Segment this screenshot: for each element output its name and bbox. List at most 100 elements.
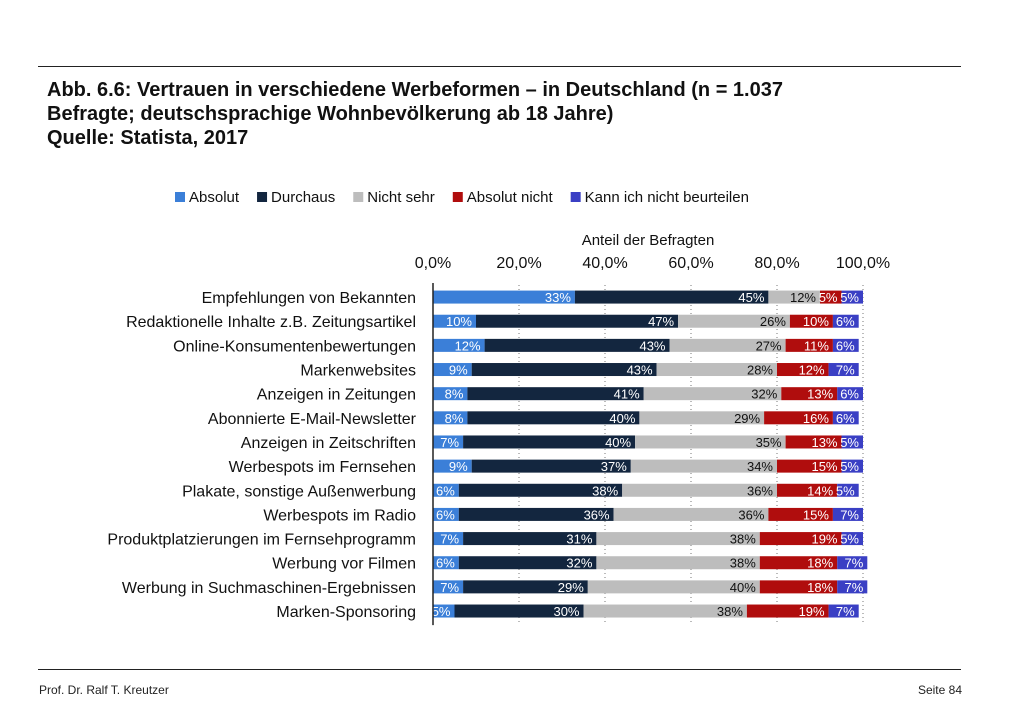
data-label: 6% (436, 507, 455, 522)
data-label: 7% (440, 580, 459, 595)
bar-segment-absolut (433, 483, 459, 497)
bar-segment-kann-ich-nicht-beurteilen (841, 532, 863, 546)
bar-segment-absolut (433, 363, 472, 377)
bar-segment-nicht-sehr (613, 507, 769, 521)
category-label: Produktplatzierungen im Fernsehprogramm (107, 532, 416, 549)
data-label: 11% (804, 338, 829, 353)
bar-segment-absolut (433, 459, 472, 473)
bar-segment-absolut-nicht (820, 290, 842, 304)
bar-row-werbespots-im-fernsehen: Werbespots im Fernsehen 9% 37% 34% 15% 5% (229, 459, 863, 476)
data-label: 45% (738, 290, 764, 305)
data-label: 32% (566, 556, 592, 571)
legend-item-absolut: Absolut (175, 189, 240, 206)
category-label: Abonnierte E-Mail-Newsletter (208, 411, 417, 428)
bar-row-werbung-in-suchmaschinen-ergebnissen: Werbung in Suchmaschinen-Ergebnissen 7% 29… (122, 580, 868, 597)
data-label: 36% (747, 483, 773, 498)
data-label: 38% (730, 556, 756, 571)
bar-segment-nicht-sehr (669, 338, 786, 352)
bar-segment-kann-ich-nicht-beurteilen (832, 507, 863, 521)
bar-segment-kann-ich-nicht-beurteilen (832, 411, 859, 425)
bar-segment-absolut (433, 314, 476, 328)
data-label: 6% (836, 314, 855, 329)
data-label: 47% (648, 314, 674, 329)
category-label: Markenwebsites (300, 363, 416, 380)
x-tick-label: 40,0% (582, 255, 627, 272)
bar-segment-kann-ich-nicht-beurteilen (837, 483, 859, 497)
bar-row-online-konsumentenbewertungen: Online-Konsumentenbewertungen 12% 43% 27% 11… (173, 338, 859, 355)
legend: Absolut Durchaus Nicht sehr Absolut nicht Ka… (175, 189, 749, 206)
bar-segment-durchaus (476, 314, 679, 328)
data-label: 5% (840, 459, 859, 474)
x-tick-label: 100,0% (836, 255, 890, 272)
bar-segment-absolut (433, 604, 455, 618)
data-label: 9% (449, 363, 468, 378)
bar-segment-durchaus (458, 507, 614, 521)
data-label: 34% (747, 459, 773, 474)
data-label: 8% (445, 411, 464, 426)
legend-label: Kann ich nicht beurteilen (585, 189, 749, 206)
data-label: 26% (760, 314, 786, 329)
legend-item-absolut-nicht: Absolut nicht (452, 189, 554, 206)
bar-segment-nicht-sehr (587, 580, 760, 594)
bar-segment-nicht-sehr (639, 411, 765, 425)
legend-label: Absolut nicht (467, 189, 554, 206)
bar-segment-durchaus (467, 411, 640, 425)
bar-segment-kann-ich-nicht-beurteilen (837, 556, 868, 570)
data-label: 36% (738, 507, 764, 522)
bar-segment-kann-ich-nicht-beurteilen (841, 290, 863, 304)
data-label: 6% (436, 483, 455, 498)
bar-segment-kann-ich-nicht-beurteilen (828, 363, 859, 377)
bar-segment-absolut-nicht (781, 387, 838, 401)
data-label: 41% (614, 387, 640, 402)
category-label: Werbespots im Fernsehen (229, 459, 416, 476)
bar-segment-nicht-sehr (635, 435, 786, 449)
data-label: 6% (840, 387, 859, 402)
data-label: 5% (840, 290, 859, 305)
bar-segment-absolut (433, 338, 485, 352)
footer-page-number: Seite 84 (917, 683, 962, 697)
bar-segment-absolut-nicht (789, 314, 833, 328)
bar-segment-absolut (433, 532, 464, 546)
bar-segment-durchaus (463, 532, 597, 546)
bottom-rule (38, 669, 961, 670)
bar-segment-absolut-nicht (746, 604, 829, 618)
bar-segment-absolut (433, 387, 468, 401)
data-label: 6% (836, 338, 855, 353)
bar-segment-absolut-nicht (777, 459, 842, 473)
category-label: Anzeigen in Zeitschriften (241, 435, 416, 452)
bar-segment-kann-ich-nicht-beurteilen (832, 338, 859, 352)
data-label: 27% (756, 338, 782, 353)
bar-segment-nicht-sehr (630, 459, 777, 473)
bar-segment-durchaus (467, 387, 644, 401)
bar-segment-absolut (433, 435, 464, 449)
legend-item-durchaus: Durchaus (257, 189, 335, 206)
data-label: 7% (440, 532, 459, 547)
data-label: 9% (449, 459, 468, 474)
legend-swatch (353, 192, 364, 202)
legend-swatch (257, 192, 268, 202)
title-line-1: Abb. 6.6: Vertrauen in verschiedene Werb… (47, 79, 783, 101)
bar-segment-absolut (433, 411, 468, 425)
bar-segment-absolut-nicht (768, 507, 833, 521)
bar-row-abonnierte-e-mail-newsletter: Abonnierte E-Mail-Newsletter 8% 40% 29% 16% 6… (208, 411, 859, 428)
category-label: Werbespots im Radio (263, 507, 416, 524)
bar-row-werbung-vor-filmen: Werbung vor Filmen 6% 32% 38% 18% 7% (272, 556, 868, 573)
bar-segment-durchaus (458, 556, 597, 570)
bar-segment-absolut (433, 507, 459, 521)
data-label: 35% (756, 435, 782, 450)
category-label: Marken-Sponsoring (276, 604, 416, 621)
data-label: 37% (601, 459, 627, 474)
data-label: 14% (807, 483, 833, 498)
data-label: 32% (751, 387, 777, 402)
footer-author: Prof. Dr. Ralf T. Kreutzer (39, 683, 169, 697)
data-label: 19% (799, 604, 825, 619)
bar-row-anzeigen-in-zeitschriften: Anzeigen in Zeitschriften 7% 40% 35% 13% 5% (241, 435, 863, 452)
data-label: 7% (836, 363, 855, 378)
bar-row-anzeigen-in-zeitungen: Anzeigen in Zeitungen 8% 41% 32% 13% 6% (257, 387, 863, 404)
data-label: 15% (803, 507, 829, 522)
category-label: Plakate, sonstige Außenwerbung (182, 483, 416, 500)
data-label: 12% (790, 290, 816, 305)
bar-segment-durchaus (471, 459, 631, 473)
bar-row-werbespots-im-radio: Werbespots im Radio 6% 36% 36% 15% 7% (263, 507, 863, 524)
